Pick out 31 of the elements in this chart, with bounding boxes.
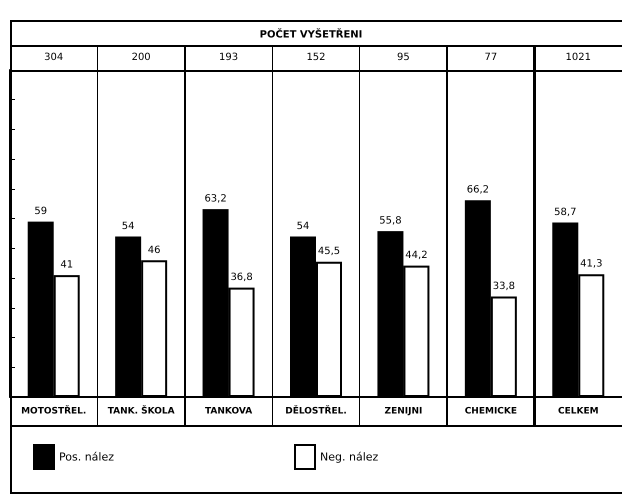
data-label: 58,7 [554,207,576,218]
x-tick-label: DĚLOSTŘEL. [285,404,347,416]
text: 193 [218,51,240,65]
text: 152 [305,51,327,65]
data-label: 41 [60,260,74,271]
chart-title: POČET VYŠETŘENI [260,28,362,40]
data-label: 54 [296,220,310,232]
text: 304 [43,51,64,65]
data-label: 63,2 [204,194,227,205]
legend-label: Neg. nález [320,450,379,464]
data-label: 36,8 [230,272,253,284]
data-label: 54 [122,220,135,232]
data-label: 45,5 [318,246,340,258]
data-label: 55,8 [379,216,402,227]
data-label: 66,2 [466,184,489,196]
text: 95 [396,51,411,65]
data-label: 59 [34,206,48,218]
x-tick-label: CHEMICKE [464,406,518,416]
data-label: 41,3 [580,258,602,270]
x-tick-label: ZENIJNI [384,406,422,416]
legend-label: Pos. nález [59,450,114,464]
x-tick-label: TANK. ŠKOLA [108,404,175,416]
data-label: 46 [148,244,161,256]
x-tick-label: MOTOSTŘEL. [21,404,86,416]
text: 1021 [564,51,592,65]
text: 77 [483,51,498,65]
x-tick-label: TANKOVA [204,406,252,416]
x-tick-label: CELKEM [558,406,599,416]
data-label: 44,2 [405,250,428,262]
text: 200 [130,51,152,65]
data-label: 33,8 [492,281,515,292]
